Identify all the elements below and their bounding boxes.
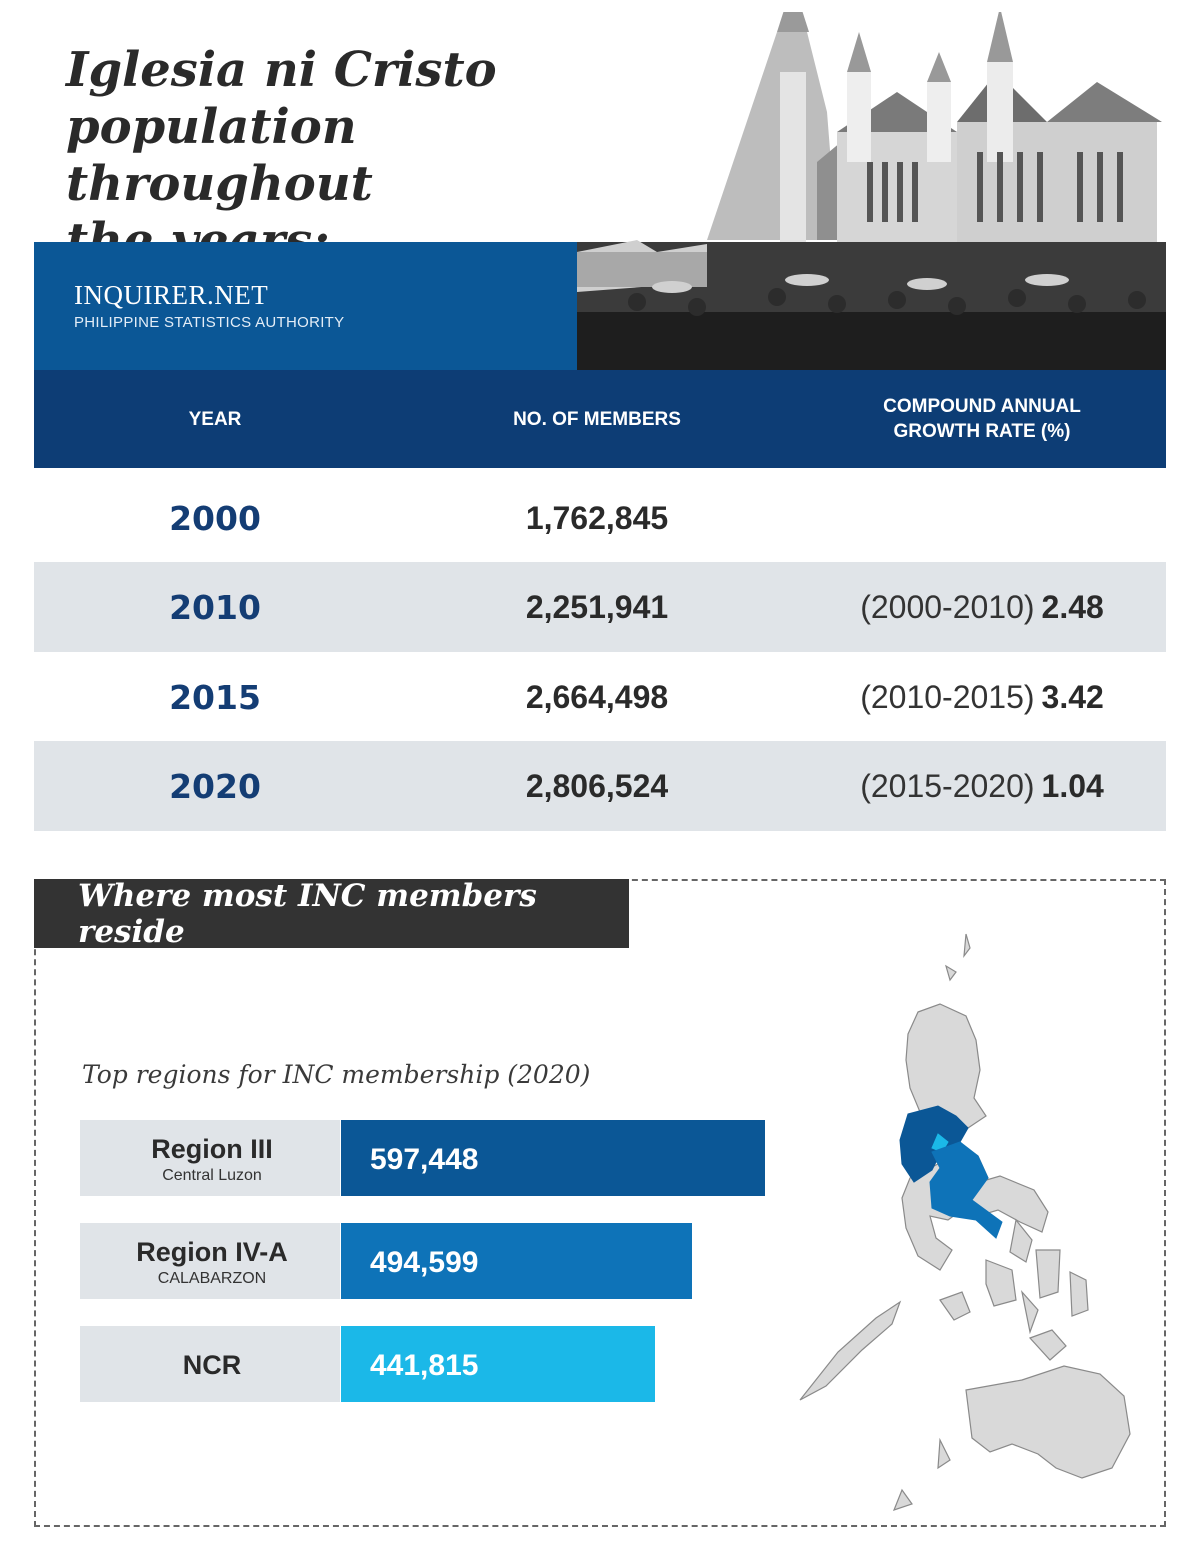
source-credit: PHILIPPINE STATISTICS AUTHORITY <box>74 314 345 331</box>
region-label-box <box>80 1223 340 1299</box>
region-bar <box>341 1326 655 1402</box>
page-title: Iglesia ni Cristo population throughout … <box>66 42 666 270</box>
rate-period: (2010-2015) <box>860 678 1035 715</box>
region-name: Region III <box>151 1134 273 1164</box>
header-growth-rate: COMPOUND ANNUAL GROWTH RATE (%) <box>883 396 1081 442</box>
year-cell: 2010 <box>169 587 261 627</box>
region-value-label: 441,815 <box>370 1349 478 1382</box>
rate-value: 1.04 <box>1041 767 1104 804</box>
table-row: 2020 2,806,524 (2015-2020) 1.04 <box>34 741 1166 831</box>
section-title: Where most INC members reside <box>34 878 629 950</box>
region-name: Region IV-A <box>136 1237 288 1267</box>
year-cell: 2015 <box>169 677 261 717</box>
members-cell: 1,762,845 <box>525 499 669 536</box>
members-cell: 2,664,498 <box>525 678 669 715</box>
rate-period: (2000-2010) <box>860 588 1035 625</box>
region-value-label: 597,448 <box>370 1143 478 1176</box>
brand-banner: INQUIRER.NET PHILIPPINE STATISTICS AUTHO… <box>34 12 1166 370</box>
chart-title: Top regions for INC membership (2020) <box>82 1060 591 1089</box>
title-line-2: population throughout <box>66 99 373 212</box>
header-members: NO. OF MEMBERS <box>513 408 681 430</box>
region-subtitle: CALABARZON <box>158 1270 266 1287</box>
region-label-box <box>80 1326 340 1402</box>
regions-bar-chart: Region III Central Luzon 597,448 Region IV-… <box>80 1120 765 1402</box>
philippines-map-icon <box>799 933 1131 1511</box>
table-header: YEAR NO. OF MEMBERS COMPOUND ANNUAL GROW… <box>34 370 1166 468</box>
rate-cell <box>798 473 1166 563</box>
table-row: 2010 2,251,941 (2000-2010) 2.48 <box>34 562 1166 652</box>
region-bar <box>341 1120 765 1196</box>
region-label-box <box>80 1120 340 1196</box>
rate-cell: (2000-2010) 2.48 <box>798 562 1166 652</box>
members-cell: 2,251,941 <box>525 588 669 625</box>
region-value-label: 494,599 <box>370 1246 478 1279</box>
table-row: 2015 2,664,498 (2010-2015) 3.42 <box>34 652 1166 742</box>
table-row: 2000 1,762,845 <box>34 473 1166 563</box>
church-photo-icon <box>577 12 1166 370</box>
region-name: NCR <box>183 1350 242 1380</box>
rate-cell: (2015-2020) 1.04 <box>798 741 1166 831</box>
title-line-1: Iglesia ni Cristo <box>66 42 497 98</box>
rate-value: 2.48 <box>1041 588 1104 625</box>
rate-cell: (2010-2015) 3.42 <box>798 652 1166 742</box>
brand-logo: INQUIRER.NET <box>74 280 269 310</box>
region-bar <box>341 1223 692 1299</box>
header-year: YEAR <box>188 408 242 430</box>
members-cell: 2,806,524 <box>525 767 669 804</box>
rate-period: (2015-2020) <box>860 767 1035 804</box>
region-subtitle: Central Luzon <box>162 1167 262 1184</box>
year-cell: 2020 <box>169 766 261 806</box>
rate-value: 3.42 <box>1041 678 1104 715</box>
year-cell: 2000 <box>169 498 261 538</box>
